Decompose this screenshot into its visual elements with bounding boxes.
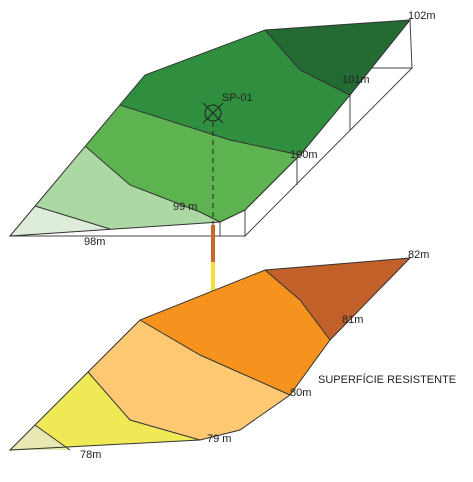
band <box>10 206 110 236</box>
band <box>10 425 70 450</box>
contour-label: 98m <box>84 236 105 248</box>
lower-surface: 78m 79 m 80m 81m 82m SUPERFÍCIE RESISTEN… <box>8 249 456 461</box>
contour <box>34 205 111 230</box>
contour <box>34 424 71 451</box>
contour <box>119 104 301 156</box>
contour <box>264 269 331 341</box>
outline <box>8 257 412 451</box>
contour-label: 81m <box>342 314 363 326</box>
contour-label: 100m <box>290 149 318 161</box>
contour-label: 102m <box>408 10 436 22</box>
contour <box>87 371 201 441</box>
borehole-symbol <box>204 104 222 122</box>
contour-label: 79 m <box>207 433 231 445</box>
upper-surface: 98m 99 m 100m 101m 102m <box>8 10 436 248</box>
band <box>10 146 220 236</box>
contour-label: 82m <box>408 249 429 261</box>
borehole-symbol <box>202 102 224 124</box>
surface-label: SUPERFÍCIE RESISTENTE <box>318 373 456 386</box>
contour-label: 80m <box>290 387 311 399</box>
contour <box>264 29 351 96</box>
band <box>10 372 200 450</box>
contour-label: 101m <box>342 74 370 86</box>
contour <box>139 319 291 396</box>
outline <box>8 19 412 237</box>
contour-label: 78m <box>80 449 101 461</box>
contour-label: 99 m <box>173 201 197 213</box>
borehole-label: SP-01 <box>222 92 253 104</box>
contour <box>84 145 221 223</box>
